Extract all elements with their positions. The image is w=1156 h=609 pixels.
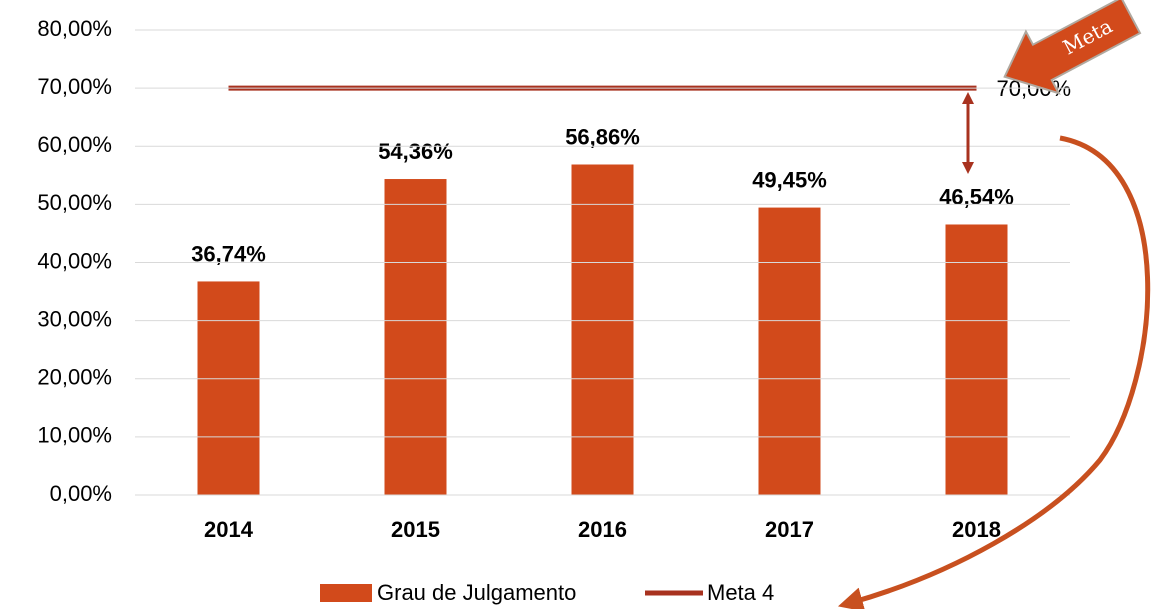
- y-tick-label: 70,00%: [37, 74, 112, 99]
- data-label: 49,45%: [752, 167, 827, 192]
- x-tick-label: 2017: [765, 517, 814, 542]
- y-tick-label: 50,00%: [37, 190, 112, 215]
- y-tick-label: 40,00%: [37, 248, 112, 273]
- curved-arrow: [837, 135, 1151, 609]
- bar: [571, 164, 634, 495]
- y-tick-label: 80,00%: [37, 16, 112, 41]
- y-tick-label: 20,00%: [37, 365, 112, 390]
- y-tick-label: 60,00%: [37, 132, 112, 157]
- legend-label: Meta 4: [707, 580, 774, 605]
- y-tick-label: 30,00%: [37, 306, 112, 331]
- data-label: 46,54%: [939, 184, 1014, 209]
- bar: [945, 224, 1008, 495]
- legend-label: Grau de Julgamento: [377, 580, 576, 605]
- data-label: 54,36%: [378, 139, 453, 164]
- bar: [384, 179, 447, 495]
- y-tick-label: 10,00%: [37, 423, 112, 448]
- x-tick-label: 2018: [952, 517, 1001, 542]
- bar: [758, 207, 821, 495]
- y-tick-label: 0,00%: [50, 481, 112, 506]
- x-tick-label: 2016: [578, 517, 627, 542]
- x-tick-label: 2014: [204, 517, 254, 542]
- legend-swatch: [320, 584, 372, 602]
- data-label: 56,86%: [565, 124, 640, 149]
- bar: [197, 281, 260, 495]
- x-tick-label: 2015: [391, 517, 440, 542]
